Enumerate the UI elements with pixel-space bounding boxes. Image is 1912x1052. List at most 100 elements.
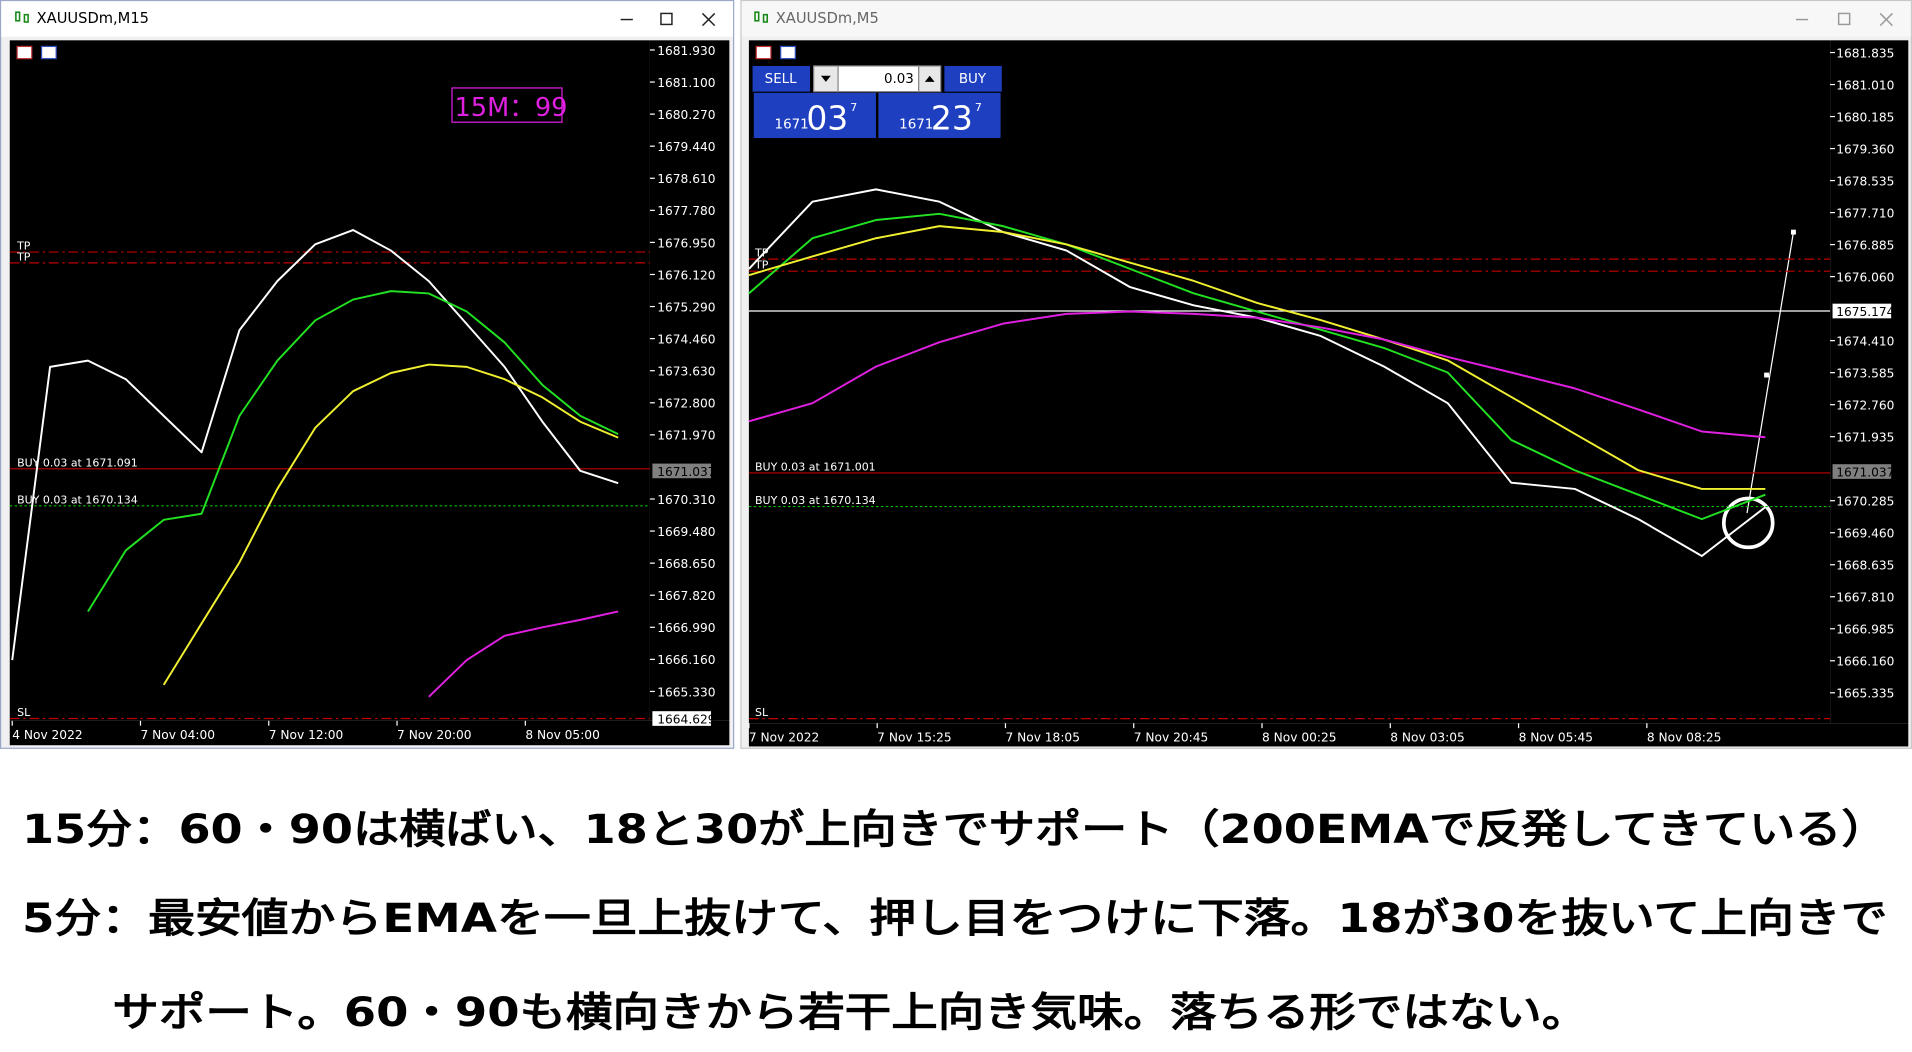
close[interactable] (1879, 12, 1893, 27)
title-bar (741, 1, 1911, 37)
time-axis (9, 720, 730, 746)
y-tick-label: 1668.635 (1836, 559, 1894, 573)
y-tick-label: 1681.930 (657, 44, 715, 58)
y-tick-label: 1667.810 (1836, 591, 1894, 605)
y-tick-label: 1674.410 (1836, 335, 1894, 349)
x-tick-label: 7 Nov 20:45 (1134, 731, 1209, 745)
y-tick-label: 1681.010 (1836, 78, 1894, 92)
sell-button[interactable] (752, 65, 810, 92)
y-tick-label: 1666.990 (657, 621, 715, 635)
level-label: BUY 0.03 at 1670.134 (755, 494, 876, 507)
level-label: TP (16, 240, 31, 253)
price-tag-label: 1664.629 (657, 712, 715, 726)
level-label: TP (754, 247, 769, 260)
x-tick-label: 7 Nov 18:05 (1005, 731, 1080, 745)
y-tick-label: 1672.760 (1836, 399, 1894, 413)
trend-line (1746, 232, 1795, 514)
level-label: SL (17, 706, 31, 719)
y-tick-label: 1676.885 (1836, 238, 1894, 252)
chart-label: 15M：99 (454, 93, 567, 123)
y-tick-label: 1676.060 (1836, 271, 1894, 285)
y-tick-label: 1670.285 (1836, 495, 1894, 509)
y-tick-label: 1665.330 (657, 685, 715, 699)
y-tick-label: 1678.610 (657, 172, 715, 186)
lot-up-arrow (924, 75, 935, 82)
y-tick-label: 1670.310 (657, 493, 715, 507)
annotation-line: サポート。60・90も横向きから若干上向き気味。落ちる形ではない。 (112, 989, 1588, 1036)
time-axis (748, 723, 1909, 747)
price-tag-label: 1671.037 (657, 465, 715, 479)
price-axis (649, 40, 730, 721)
y-tick-label: 1669.460 (1836, 527, 1894, 541)
window-controls[interactable] (620, 12, 716, 27)
sell-label[interactable]: SELL (765, 72, 797, 87)
y-tick-label: 1666.985 (1836, 623, 1894, 637)
y-tick-label: 1669.480 (657, 525, 715, 539)
maximize[interactable] (660, 12, 673, 26)
y-tick-label: 1672.800 (657, 397, 715, 411)
price-axis (1830, 40, 1909, 724)
y-tick-label: 1675.290 (657, 300, 715, 314)
bid-box[interactable] (753, 92, 876, 139)
y-tick-label: 1677.710 (1836, 206, 1894, 220)
y-tick-label: 1671.970 (657, 429, 715, 443)
buy-button[interactable] (944, 65, 1002, 92)
price-tag (652, 711, 712, 726)
chart-area (748, 40, 1831, 724)
bid-big-figure: 1671 (775, 117, 809, 132)
bid-point: 7 (850, 101, 857, 114)
y-tick-label: 1676.950 (657, 236, 715, 250)
y-tick-label: 1681.100 (657, 76, 715, 90)
y-tick-label: 1671.935 (1836, 431, 1894, 445)
window-controls[interactable] (1795, 12, 1893, 27)
ema-line (748, 225, 1766, 490)
ema-line (748, 212, 1766, 521)
y-tick-label: 1680.185 (1836, 110, 1894, 124)
y-tick-label: 1667.820 (657, 589, 715, 603)
chart-area (9, 40, 650, 721)
y-tick-label: 1674.460 (657, 333, 715, 347)
close[interactable] (701, 12, 716, 27)
ema-line (748, 310, 1766, 439)
ask-box[interactable] (878, 92, 1001, 139)
ema-line (162, 363, 619, 686)
window-icon (15, 11, 29, 23)
chart-icon (755, 45, 772, 60)
buy-label[interactable]: BUY (959, 72, 987, 87)
y-tick-label: 1680.270 (657, 108, 715, 122)
y-tick-label: 1678.535 (1836, 174, 1894, 188)
chart-icon (16, 45, 33, 60)
trend-anchor (1764, 372, 1770, 378)
x-tick-label: 7 Nov 20:00 (397, 728, 472, 742)
annotation-line: 5分：最安値からEMAを一旦上抜けて、押し目をつけに下落。18が30を抜いて上向… (22, 895, 1888, 942)
y-tick-label: 1668.650 (657, 557, 715, 571)
window-title: XAUUSDm,M15 (37, 10, 149, 27)
level-label: BUY 0.03 at 1671.001 (755, 460, 876, 473)
ema-line (428, 610, 619, 698)
highlight-circle (1721, 496, 1775, 550)
y-tick-label: 1666.160 (657, 653, 715, 667)
level-label: TP (16, 250, 31, 263)
x-tick-label: 8 Nov 05:45 (1519, 731, 1594, 745)
window-icon (754, 11, 769, 23)
x-tick-label: 7 Nov 12:00 (269, 728, 344, 742)
label-box (451, 87, 563, 123)
price-tag (1832, 464, 1892, 479)
ask-point: 7 (975, 101, 982, 114)
price-tag-label: 1671.037 (1836, 465, 1894, 479)
title-bar (1, 1, 734, 37)
bid-pips: 03 (806, 99, 848, 138)
chart-icon (40, 45, 57, 60)
ask-big-figure: 1671 (899, 117, 933, 132)
lot-value: 0.03 (884, 72, 914, 87)
y-tick-label: 1673.630 (657, 365, 715, 379)
ema-line (87, 290, 619, 612)
y-tick-label: 1677.780 (657, 204, 715, 218)
ask-pips: 23 (931, 99, 973, 138)
maximize[interactable] (1837, 12, 1851, 26)
x-tick-label: 8 Nov 00:25 (1262, 731, 1337, 745)
y-tick-label: 1665.335 (1836, 687, 1894, 701)
y-tick-label: 1679.440 (657, 140, 715, 154)
